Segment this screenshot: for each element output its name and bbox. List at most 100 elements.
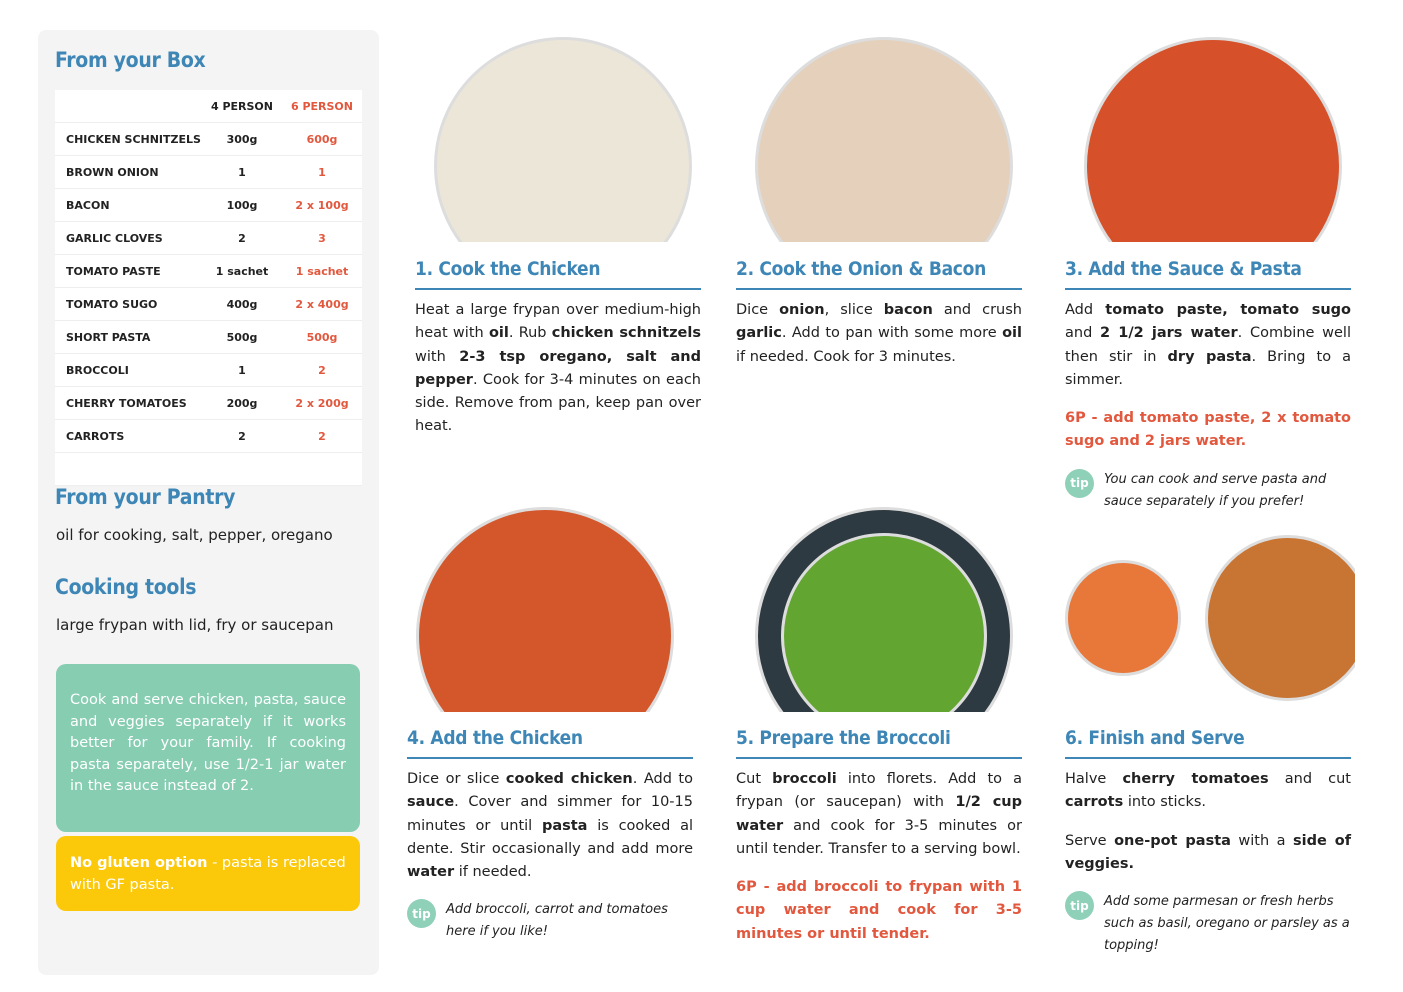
bold-text: 1/2 cup water xyxy=(736,794,1022,834)
bold-text: oil xyxy=(488,325,509,342)
food xyxy=(1065,560,1181,676)
bold-text: pasta xyxy=(541,817,588,834)
table-row: TOMATO PASTE 1 sachet 1 sachet xyxy=(55,254,362,288)
ingredient: TOMATO SUGO xyxy=(55,287,202,321)
note: Cook and serve chicken, pasta, sauce and… xyxy=(56,664,360,832)
text: with xyxy=(415,348,460,365)
text: . Combine well then stir in xyxy=(1065,325,1351,365)
step-title: 2. Cook the Onion & Bacon xyxy=(736,258,1022,290)
step-text: Halve cherry tomatoes and cut carrots in… xyxy=(1065,768,1351,815)
text: and cut xyxy=(1268,771,1351,787)
ingredient: BROWN ONION xyxy=(55,155,202,189)
step-title: 6. Finish and Serve xyxy=(1065,727,1351,759)
ingredient: CARROTS xyxy=(55,419,202,453)
bold-text: one-pot pasta xyxy=(1114,832,1231,849)
step-title: 1. Cook the Chicken xyxy=(415,258,701,290)
step-photo xyxy=(1065,505,1355,712)
qty-6: 1 sachet xyxy=(282,254,362,288)
table-row: SHORT PASTA 500g 500g xyxy=(55,320,362,354)
text: if needed. Cook for 3 minutes. xyxy=(736,348,956,365)
step-photo xyxy=(407,505,697,712)
step-text: Heat a large frypan over medium-high hea… xyxy=(415,299,701,439)
food xyxy=(755,37,1013,242)
step-title: 5. Prepare the Broccoli xyxy=(736,727,1022,759)
ingredient: SHORT PASTA xyxy=(55,320,202,354)
qty-4: 100g xyxy=(202,188,282,222)
text: and crush xyxy=(932,302,1022,318)
table-row: BROWN ONION 1 1 xyxy=(55,155,362,189)
sidebar: From your Box 4 PERSON 6 PERSON CHICKEN SC… xyxy=(38,30,379,975)
table-row: TOMATO SUGO 400g 2 x 400g xyxy=(55,287,362,321)
header-4: 4 PERSON xyxy=(202,90,282,123)
qty-6: 2 x 100g xyxy=(282,188,362,222)
tip-badge: tip xyxy=(1065,891,1094,921)
text: into sticks. xyxy=(1123,794,1207,811)
table-pad xyxy=(55,452,362,486)
step-text: Serve one-pot pasta with a side of veggi… xyxy=(1065,830,1351,877)
qty-4: 2 xyxy=(202,221,282,255)
header-blank xyxy=(55,90,202,123)
bold-text: side of veggies. xyxy=(1065,832,1351,872)
bold-text: broccoli xyxy=(772,771,837,787)
tip: tip You can cook and serve pasta and sauc… xyxy=(1065,468,1351,513)
table-row: CHICKEN SCHNITZELS 300g 600g xyxy=(55,122,362,156)
step-text: Dice or slice cooked chicken. Add to sau… xyxy=(407,768,693,884)
ingredient: BACON xyxy=(55,188,202,222)
text: is cooked al dente. Stir occasionally an… xyxy=(407,817,693,857)
qty-6: 3 xyxy=(282,221,362,255)
table-row: CARROTS 2 2 xyxy=(55,419,362,453)
step-photo xyxy=(736,35,1026,242)
text: Halve xyxy=(1065,771,1123,787)
tip-badge: tip xyxy=(1065,468,1094,498)
text: . Bring to a simmer. xyxy=(1065,348,1351,388)
text: if needed. xyxy=(454,864,532,881)
food xyxy=(1205,535,1355,701)
step-title: 3. Add the Sauce & Pasta xyxy=(1065,258,1351,290)
step-photo xyxy=(736,505,1026,712)
bold-text: cooked chicken xyxy=(505,771,633,787)
bold-text: onion xyxy=(779,302,825,318)
step: 3. Add the Sauce & Pasta Add tomato paste… xyxy=(1065,258,1351,513)
text: . Add to pan with some more xyxy=(781,325,1003,342)
food xyxy=(434,37,692,242)
qty-6: 600g xyxy=(282,122,362,156)
tip-text: Add some parmesan or fresh herbs such as… xyxy=(1104,894,1350,954)
ingredient: TOMATO PASTE xyxy=(55,254,202,288)
step-title: 4. Add the Chicken xyxy=(407,727,693,759)
six-person: 6P - add broccoli to frypan with 1 cup w… xyxy=(736,879,1022,942)
text: with a xyxy=(1230,832,1293,849)
tools-text: large frypan with lid, fry or saucepan xyxy=(56,616,334,634)
text: into florets. Add to a frypan (or saucep… xyxy=(736,771,1022,811)
ingredient: BROCCOLI xyxy=(55,353,202,387)
qty-4: 500g xyxy=(202,320,282,354)
bold-text: bacon xyxy=(883,302,933,318)
text: Dice or slice xyxy=(407,771,506,787)
tip-badge: tip xyxy=(407,899,436,929)
table-header: 4 PERSON 6 PERSON xyxy=(55,90,362,123)
qty-6: 1 xyxy=(282,155,362,189)
qty-4: 200g xyxy=(202,386,282,420)
step: 1. Cook the Chicken Heat a large frypan o… xyxy=(415,258,701,454)
text: and cook for 3-5 minutes or until tender… xyxy=(736,817,1022,857)
food xyxy=(416,507,674,712)
qty-6: 2 x 400g xyxy=(282,287,362,321)
qty-6: 2 xyxy=(282,353,362,387)
step-text: Cut broccoli into florets. Add to a fryp… xyxy=(736,768,1022,861)
table-row: CHERRY TOMATOES 200g 2 x 200g xyxy=(55,386,362,420)
text: . Cook for 3-4 minutes on each side. Rem… xyxy=(415,371,701,435)
qty-6: 2 xyxy=(282,419,362,453)
text: and xyxy=(1065,325,1100,342)
pantry-title: From your Pantry xyxy=(55,485,236,509)
text: . Cover and simmer for 10-15 minutes or … xyxy=(407,794,693,834)
food xyxy=(1084,37,1342,242)
text: . Add to xyxy=(632,771,693,787)
qty-4: 1 xyxy=(202,155,282,189)
table-row: BROCCOLI 1 2 xyxy=(55,353,362,387)
bold-text: cherry tomatoes xyxy=(1122,771,1269,787)
text: , slice xyxy=(824,302,884,318)
step-text: Dice onion, slice bacon and crush garlic… xyxy=(736,299,1022,369)
qty-4: 1 sachet xyxy=(202,254,282,288)
step: 2. Cook the Onion & Bacon Dice onion, sli… xyxy=(736,258,1022,384)
step-photo xyxy=(415,35,705,242)
